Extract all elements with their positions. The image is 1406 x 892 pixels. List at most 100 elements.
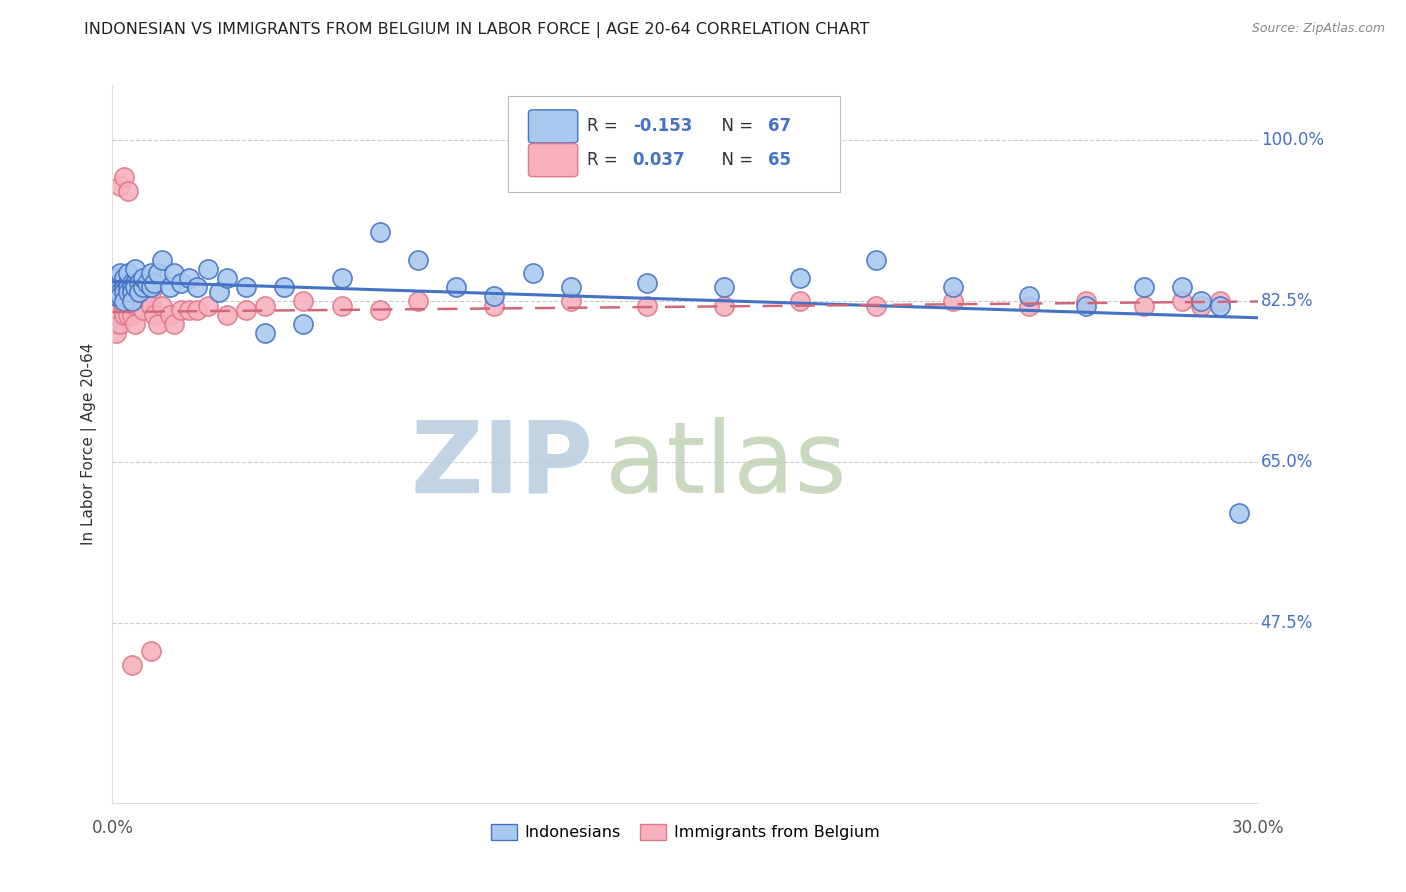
Point [108, 267, 131, 281]
Point [1018, 289, 1040, 303]
Point [105, 276, 128, 290]
Point [1171, 294, 1194, 309]
Point [105, 285, 128, 299]
Point [124, 299, 146, 313]
Text: 65.0%: 65.0% [1261, 453, 1313, 471]
Point [789, 294, 811, 309]
Point [108, 294, 131, 309]
Point [108, 276, 131, 290]
Text: atlas: atlas [605, 417, 846, 514]
Point [117, 184, 139, 198]
Point [150, 252, 173, 267]
Point [112, 280, 135, 294]
Point [162, 317, 184, 331]
Point [368, 225, 391, 239]
Point [108, 317, 131, 331]
Point [177, 303, 200, 318]
Point [112, 271, 135, 285]
Point [105, 280, 128, 294]
Point [235, 303, 257, 318]
Point [1209, 299, 1232, 313]
Point [112, 280, 135, 294]
Point [128, 299, 150, 313]
Point [150, 299, 173, 313]
Text: Source: ZipAtlas.com: Source: ZipAtlas.com [1251, 22, 1385, 36]
Text: INDONESIAN VS IMMIGRANTS FROM BELGIUM IN LABOR FORCE | AGE 20-64 CORRELATION CHA: INDONESIAN VS IMMIGRANTS FROM BELGIUM IN… [84, 22, 870, 38]
Point [292, 317, 315, 331]
Point [124, 280, 146, 294]
Point [636, 299, 658, 313]
Point [368, 303, 391, 318]
Point [170, 276, 193, 290]
Text: ZIP: ZIP [411, 417, 593, 514]
Point [117, 267, 139, 281]
Point [162, 267, 184, 281]
Point [186, 303, 208, 318]
Point [108, 289, 131, 303]
Point [117, 280, 139, 294]
Point [139, 644, 162, 658]
Point [124, 261, 146, 276]
Point [1189, 294, 1212, 309]
Point [1076, 294, 1098, 309]
Point [112, 169, 135, 184]
Point [1209, 294, 1232, 309]
Point [208, 285, 231, 299]
Point [292, 294, 315, 309]
Text: 47.5%: 47.5% [1261, 615, 1313, 632]
Point [273, 280, 295, 294]
Point [406, 294, 429, 309]
Point [117, 285, 139, 299]
Point [254, 299, 277, 313]
Point [135, 276, 157, 290]
Point [108, 285, 131, 299]
Point [1133, 299, 1156, 313]
Point [105, 294, 128, 309]
Point [132, 303, 155, 318]
Text: 30.0%: 30.0% [1232, 820, 1285, 838]
Point [139, 267, 162, 281]
Point [108, 308, 131, 322]
Point [139, 285, 162, 299]
Point [112, 308, 135, 322]
Point [942, 294, 965, 309]
Point [121, 280, 143, 294]
Point [124, 317, 146, 331]
Point [105, 303, 128, 318]
Point [789, 271, 811, 285]
Point [713, 280, 735, 294]
Point [121, 294, 143, 309]
Point [1076, 299, 1098, 313]
FancyBboxPatch shape [529, 110, 578, 143]
Point [865, 299, 887, 313]
Point [217, 271, 239, 285]
Point [159, 308, 181, 322]
Point [148, 267, 170, 281]
Point [132, 271, 155, 285]
Point [132, 285, 155, 299]
Point [143, 276, 166, 290]
Point [105, 326, 128, 341]
Point [121, 308, 143, 322]
Text: N =: N = [710, 151, 758, 169]
Point [1189, 299, 1212, 313]
Point [713, 299, 735, 313]
Point [560, 294, 582, 309]
Point [121, 657, 143, 672]
Point [132, 280, 155, 294]
Text: 0.037: 0.037 [633, 151, 685, 169]
Point [1018, 299, 1040, 313]
FancyBboxPatch shape [508, 95, 841, 193]
Point [139, 280, 162, 294]
Point [121, 294, 143, 309]
Point [143, 308, 166, 322]
Text: -0.153: -0.153 [633, 118, 692, 136]
Text: 67: 67 [768, 118, 792, 136]
Text: R =: R = [586, 151, 623, 169]
Point [121, 285, 143, 299]
Point [105, 317, 128, 331]
Point [139, 299, 162, 313]
Point [522, 267, 544, 281]
Point [121, 280, 143, 294]
Point [112, 294, 135, 309]
